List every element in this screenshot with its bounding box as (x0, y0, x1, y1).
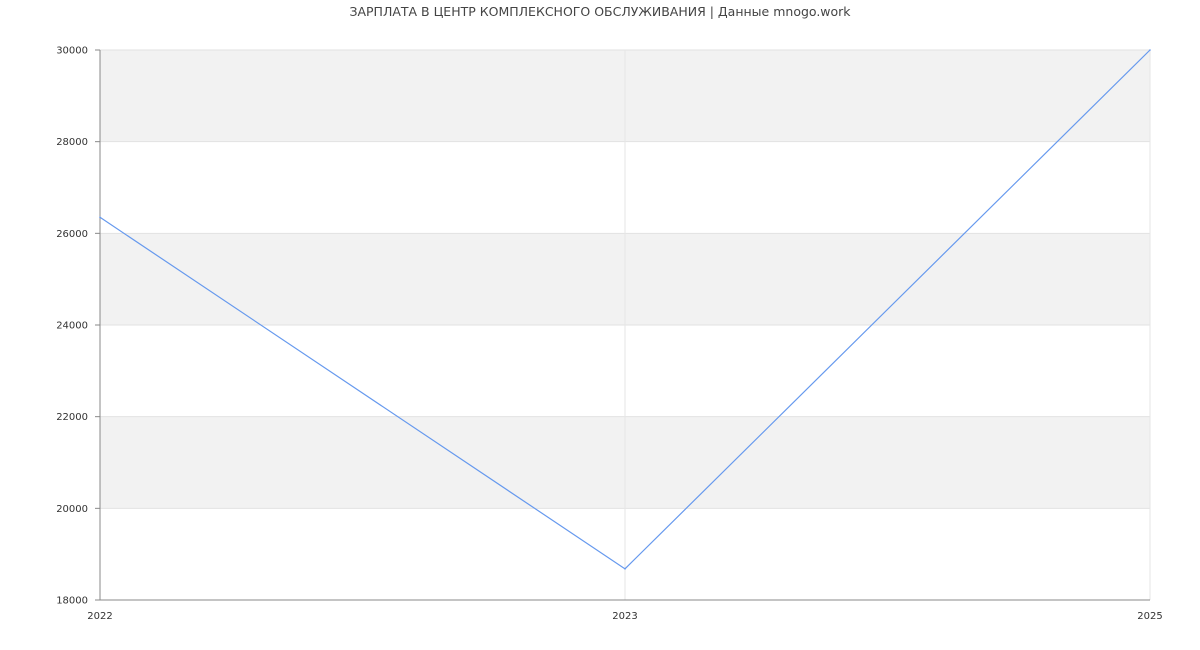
y-tick-label: 24000 (56, 321, 88, 332)
y-tick-label: 28000 (56, 137, 88, 148)
x-tick-label: 2023 (612, 611, 637, 622)
data-point (99, 216, 101, 219)
y-tick-label: 20000 (56, 504, 88, 515)
data-point (1149, 49, 1151, 51)
y-tick-label: 30000 (56, 46, 88, 57)
y-tick-label: 26000 (56, 229, 88, 240)
x-tick-label: 2022 (87, 611, 112, 622)
data-point (624, 568, 626, 570)
y-tick-label: 18000 (56, 596, 88, 607)
chart-title: ЗАРПЛАТА В ЦЕНТР КОМПЛЕКСНОГО ОБСЛУЖИВАН… (349, 4, 851, 19)
y-tick-label: 22000 (56, 412, 88, 423)
x-tick-label: 2025 (1137, 611, 1162, 622)
